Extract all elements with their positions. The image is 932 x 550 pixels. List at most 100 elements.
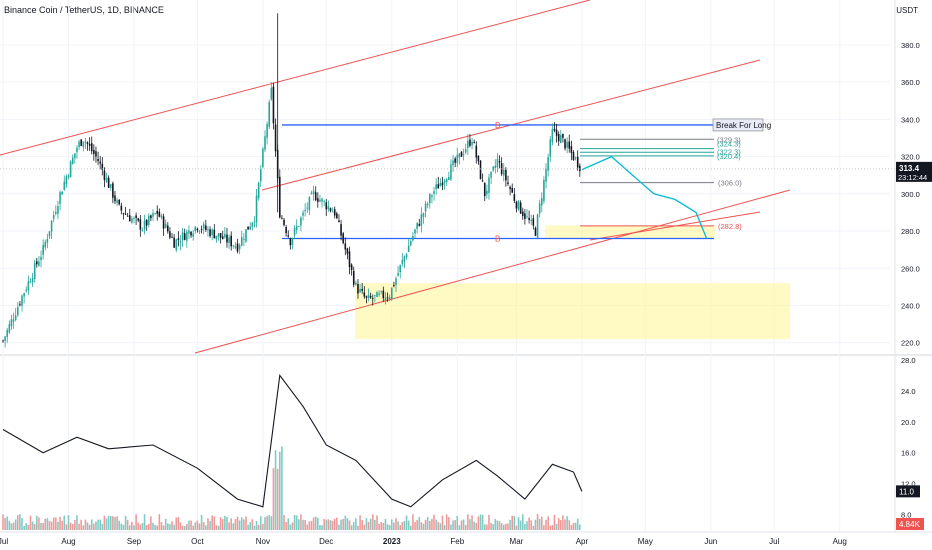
candle-body: [112, 183, 114, 198]
candle-body: [560, 135, 562, 144]
candle-body: [107, 177, 110, 188]
candle-body: [215, 235, 218, 240]
candle-body: [188, 230, 190, 234]
candle-body: [568, 141, 571, 149]
candle-body: [164, 223, 167, 228]
candle-body: [240, 236, 243, 246]
volume-bar: [215, 525, 218, 530]
volume-bar: [36, 515, 38, 530]
volume-bar: [95, 521, 97, 530]
target-label: (329.3): [717, 135, 741, 144]
candle-body: [16, 306, 19, 316]
candle-body: [114, 195, 116, 202]
candle-body: [167, 225, 169, 232]
volume-bar: [403, 520, 406, 530]
candle-body: [245, 229, 247, 242]
candle-body: [342, 233, 344, 243]
candle-body: [469, 139, 471, 146]
candle-body: [302, 212, 304, 216]
candle-body: [403, 256, 406, 262]
candle-body: [61, 191, 63, 195]
volume-bar: [31, 521, 34, 530]
volume-bar: [486, 524, 488, 530]
volume-bar: [232, 523, 235, 530]
candle-body: [450, 164, 452, 180]
candle-body: [479, 160, 482, 180]
volume-bar: [194, 522, 197, 530]
volume-bar: [333, 518, 336, 530]
volume-bar: [281, 446, 283, 530]
candle-body: [82, 141, 85, 147]
candle-body: [80, 139, 82, 146]
price-tick-label: 340.0: [901, 115, 920, 124]
volume-bar: [524, 523, 526, 530]
candle-body: [435, 184, 437, 190]
candle-body: [437, 184, 440, 189]
volume-bar: [507, 523, 509, 530]
candle-body: [23, 293, 25, 297]
volume-bar: [429, 520, 431, 530]
volume-bar: [338, 524, 340, 530]
candle-body: [221, 236, 224, 239]
candle-body: [308, 196, 311, 211]
volume-bar: [422, 523, 425, 530]
volume-bar: [61, 520, 63, 530]
volume-bar: [21, 518, 23, 530]
candle-body: [323, 201, 325, 203]
candle-body: [266, 123, 268, 138]
price-tick-label: 360.0: [901, 78, 920, 87]
candle-body: [399, 264, 402, 272]
volume-bar: [131, 521, 133, 530]
volume-bar: [59, 516, 61, 530]
volume-bar: [460, 520, 463, 530]
volume-bar: [283, 515, 285, 530]
annotation-box: [712, 118, 764, 132]
volume-bar: [103, 515, 106, 530]
candle-body: [97, 158, 99, 161]
candle-body: [6, 329, 9, 338]
volume-bar: [511, 515, 514, 530]
candle-body: [477, 155, 480, 162]
volume-bar: [65, 524, 68, 530]
volume-bar: [488, 514, 490, 530]
volume-bar: [145, 524, 148, 530]
volume-bar: [416, 519, 418, 530]
volume-bar: [266, 516, 268, 530]
candle-body: [25, 289, 28, 292]
volume-bar: [156, 525, 159, 530]
candle-body: [426, 203, 429, 206]
volume-bar: [147, 523, 150, 530]
volume-bar: [116, 516, 118, 530]
break-levels: BB: [282, 121, 714, 243]
candle-body: [524, 213, 526, 219]
volume-bar: [126, 519, 129, 530]
volume-bar: [308, 521, 311, 530]
projection-path: [581, 155, 708, 239]
candle-body: [249, 226, 252, 230]
candle-body: [65, 176, 68, 185]
volume-bar: [397, 521, 399, 530]
time-tick-label: Mar: [510, 537, 524, 546]
candle-body: [505, 169, 507, 181]
candle-body: [12, 319, 15, 322]
volume-bar: [63, 515, 66, 530]
candle-body: [232, 245, 235, 247]
candle-body: [84, 141, 87, 143]
candle-body: [226, 234, 228, 243]
candle-body: [448, 176, 450, 180]
volume-bar: [171, 521, 173, 530]
candle-body: [490, 171, 492, 178]
volume-bar: [344, 515, 347, 530]
volume-bar: [4, 518, 6, 530]
time-tick-label: Feb: [450, 537, 464, 546]
volume-bar: [101, 524, 104, 530]
volume-bar: [473, 521, 475, 530]
volume-bar: [8, 520, 11, 530]
indicator-tick-label: 20.0: [901, 418, 916, 427]
indicator-badges: 11.0 4.84K: [896, 485, 924, 530]
candle-body: [124, 213, 127, 215]
candle-body: [137, 218, 140, 221]
candle-body: [540, 198, 543, 206]
volume-bar: [388, 525, 391, 530]
